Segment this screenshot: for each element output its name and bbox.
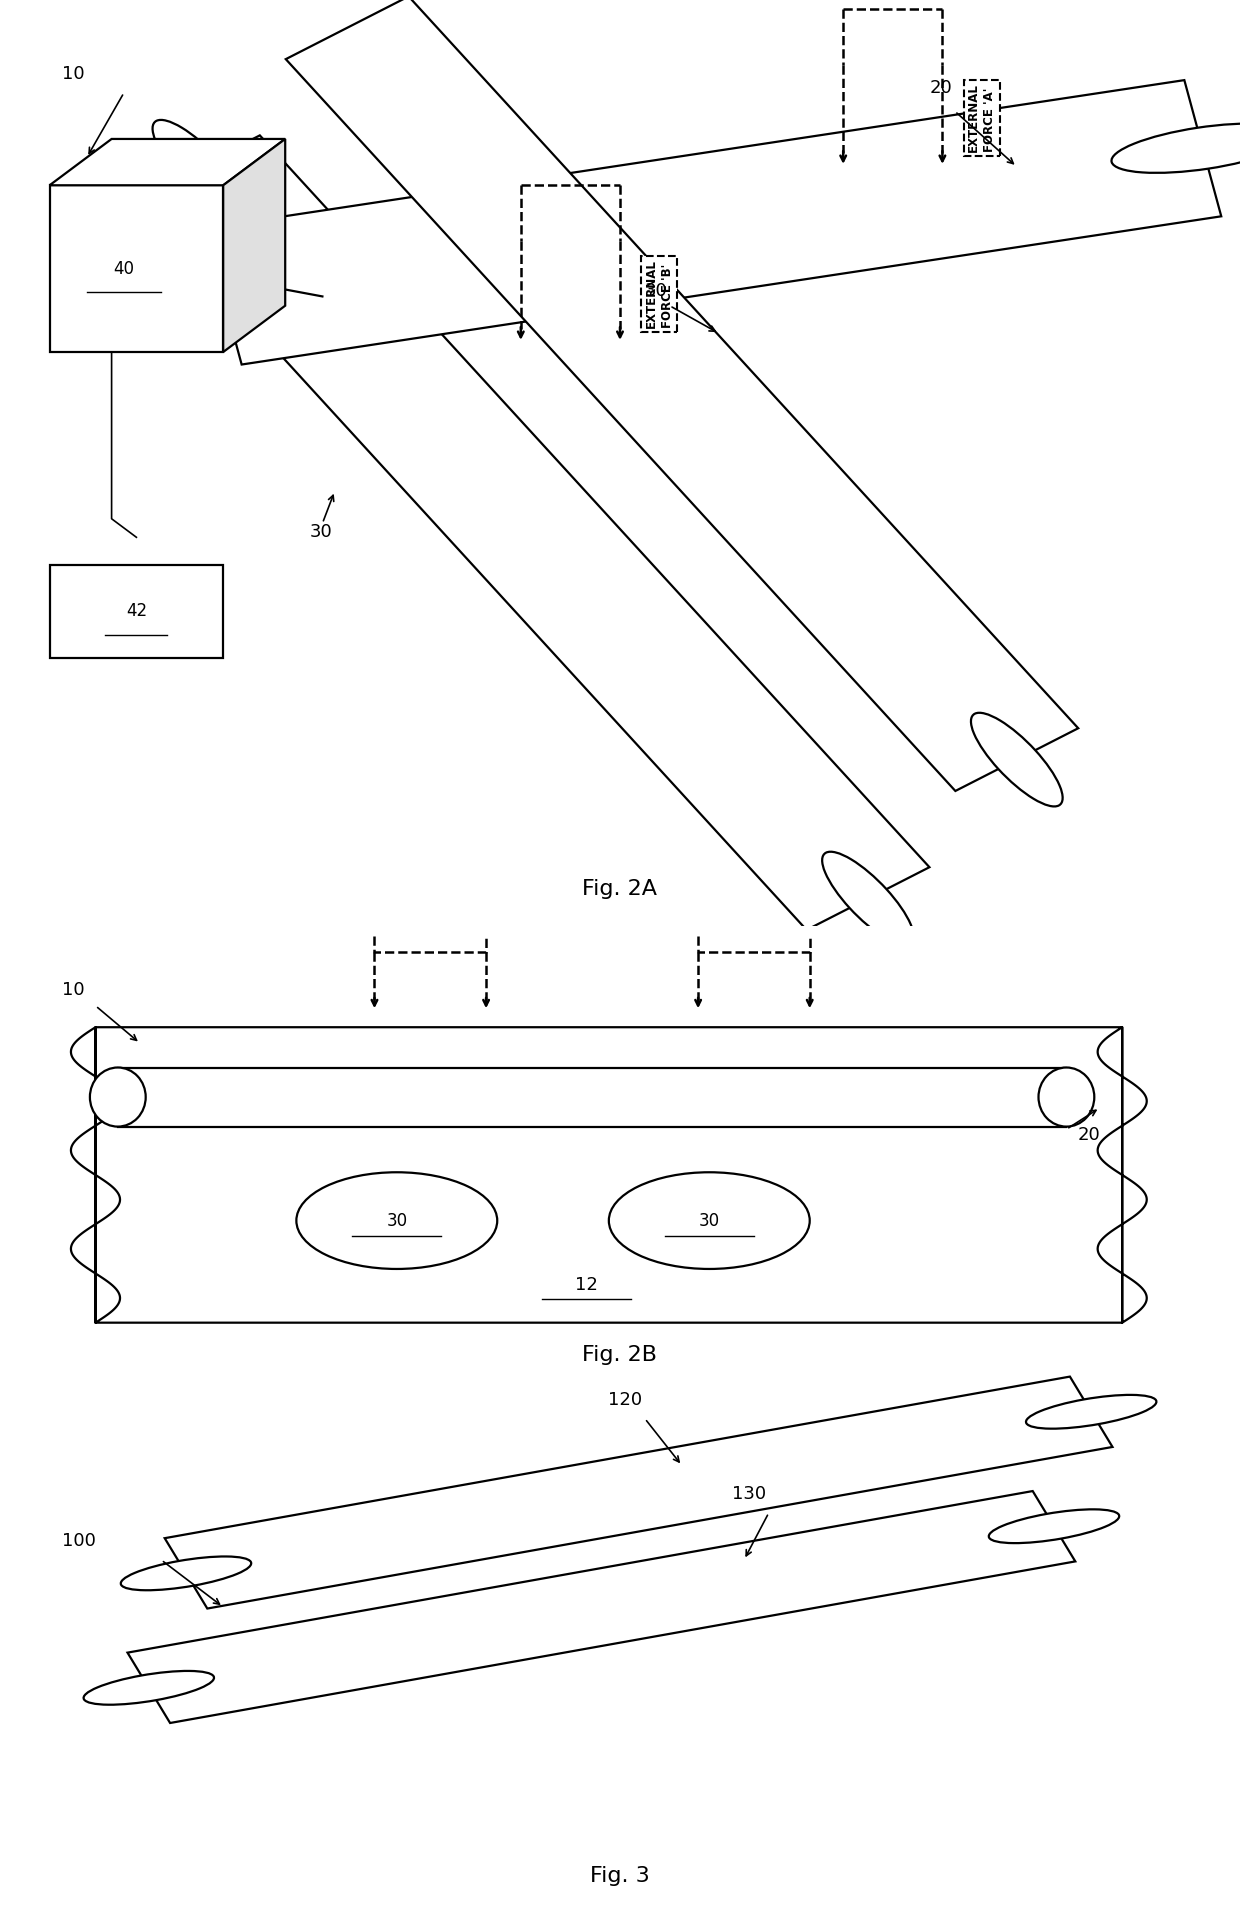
- Text: Fig. 3: Fig. 3: [590, 1866, 650, 1887]
- Ellipse shape: [1025, 1394, 1157, 1429]
- Ellipse shape: [971, 712, 1063, 806]
- Text: 20: 20: [1078, 1127, 1100, 1144]
- Circle shape: [296, 1173, 497, 1268]
- Text: 100: 100: [62, 1532, 95, 1551]
- Text: 30: 30: [386, 1211, 408, 1230]
- Ellipse shape: [83, 1671, 215, 1706]
- Polygon shape: [118, 1068, 1066, 1127]
- Text: 40: 40: [114, 260, 134, 277]
- Text: EXTERNAL
FORCE 'B': EXTERNAL FORCE 'B': [645, 260, 673, 329]
- Polygon shape: [71, 1028, 1147, 1322]
- Polygon shape: [50, 565, 223, 657]
- Ellipse shape: [988, 1509, 1120, 1543]
- Text: 10: 10: [62, 65, 84, 84]
- Ellipse shape: [1039, 1068, 1095, 1127]
- Ellipse shape: [1111, 124, 1240, 174]
- Circle shape: [609, 1173, 810, 1268]
- Text: 30: 30: [645, 283, 667, 300]
- Text: 130: 130: [732, 1486, 766, 1503]
- Polygon shape: [285, 0, 1079, 791]
- Polygon shape: [128, 1492, 1075, 1723]
- Text: EXTERNAL
FORCE 'A': EXTERNAL FORCE 'A': [967, 84, 996, 153]
- Polygon shape: [165, 1377, 1112, 1608]
- Text: 120: 120: [608, 1390, 642, 1410]
- Text: Fig. 2B: Fig. 2B: [583, 1345, 657, 1366]
- Text: 12: 12: [575, 1276, 598, 1295]
- Text: 30: 30: [310, 523, 332, 541]
- Polygon shape: [205, 80, 1221, 365]
- Text: Fig. 2A: Fig. 2A: [583, 879, 657, 900]
- Ellipse shape: [89, 1068, 146, 1127]
- Polygon shape: [50, 185, 223, 351]
- Text: 10: 10: [62, 982, 84, 999]
- Text: 42: 42: [125, 602, 148, 621]
- Polygon shape: [223, 139, 285, 351]
- Text: 20: 20: [930, 78, 952, 97]
- Ellipse shape: [120, 1557, 252, 1591]
- Polygon shape: [136, 136, 930, 930]
- Polygon shape: [50, 139, 285, 185]
- Text: 30: 30: [698, 1211, 720, 1230]
- Ellipse shape: [822, 852, 914, 945]
- Ellipse shape: [153, 120, 244, 214]
